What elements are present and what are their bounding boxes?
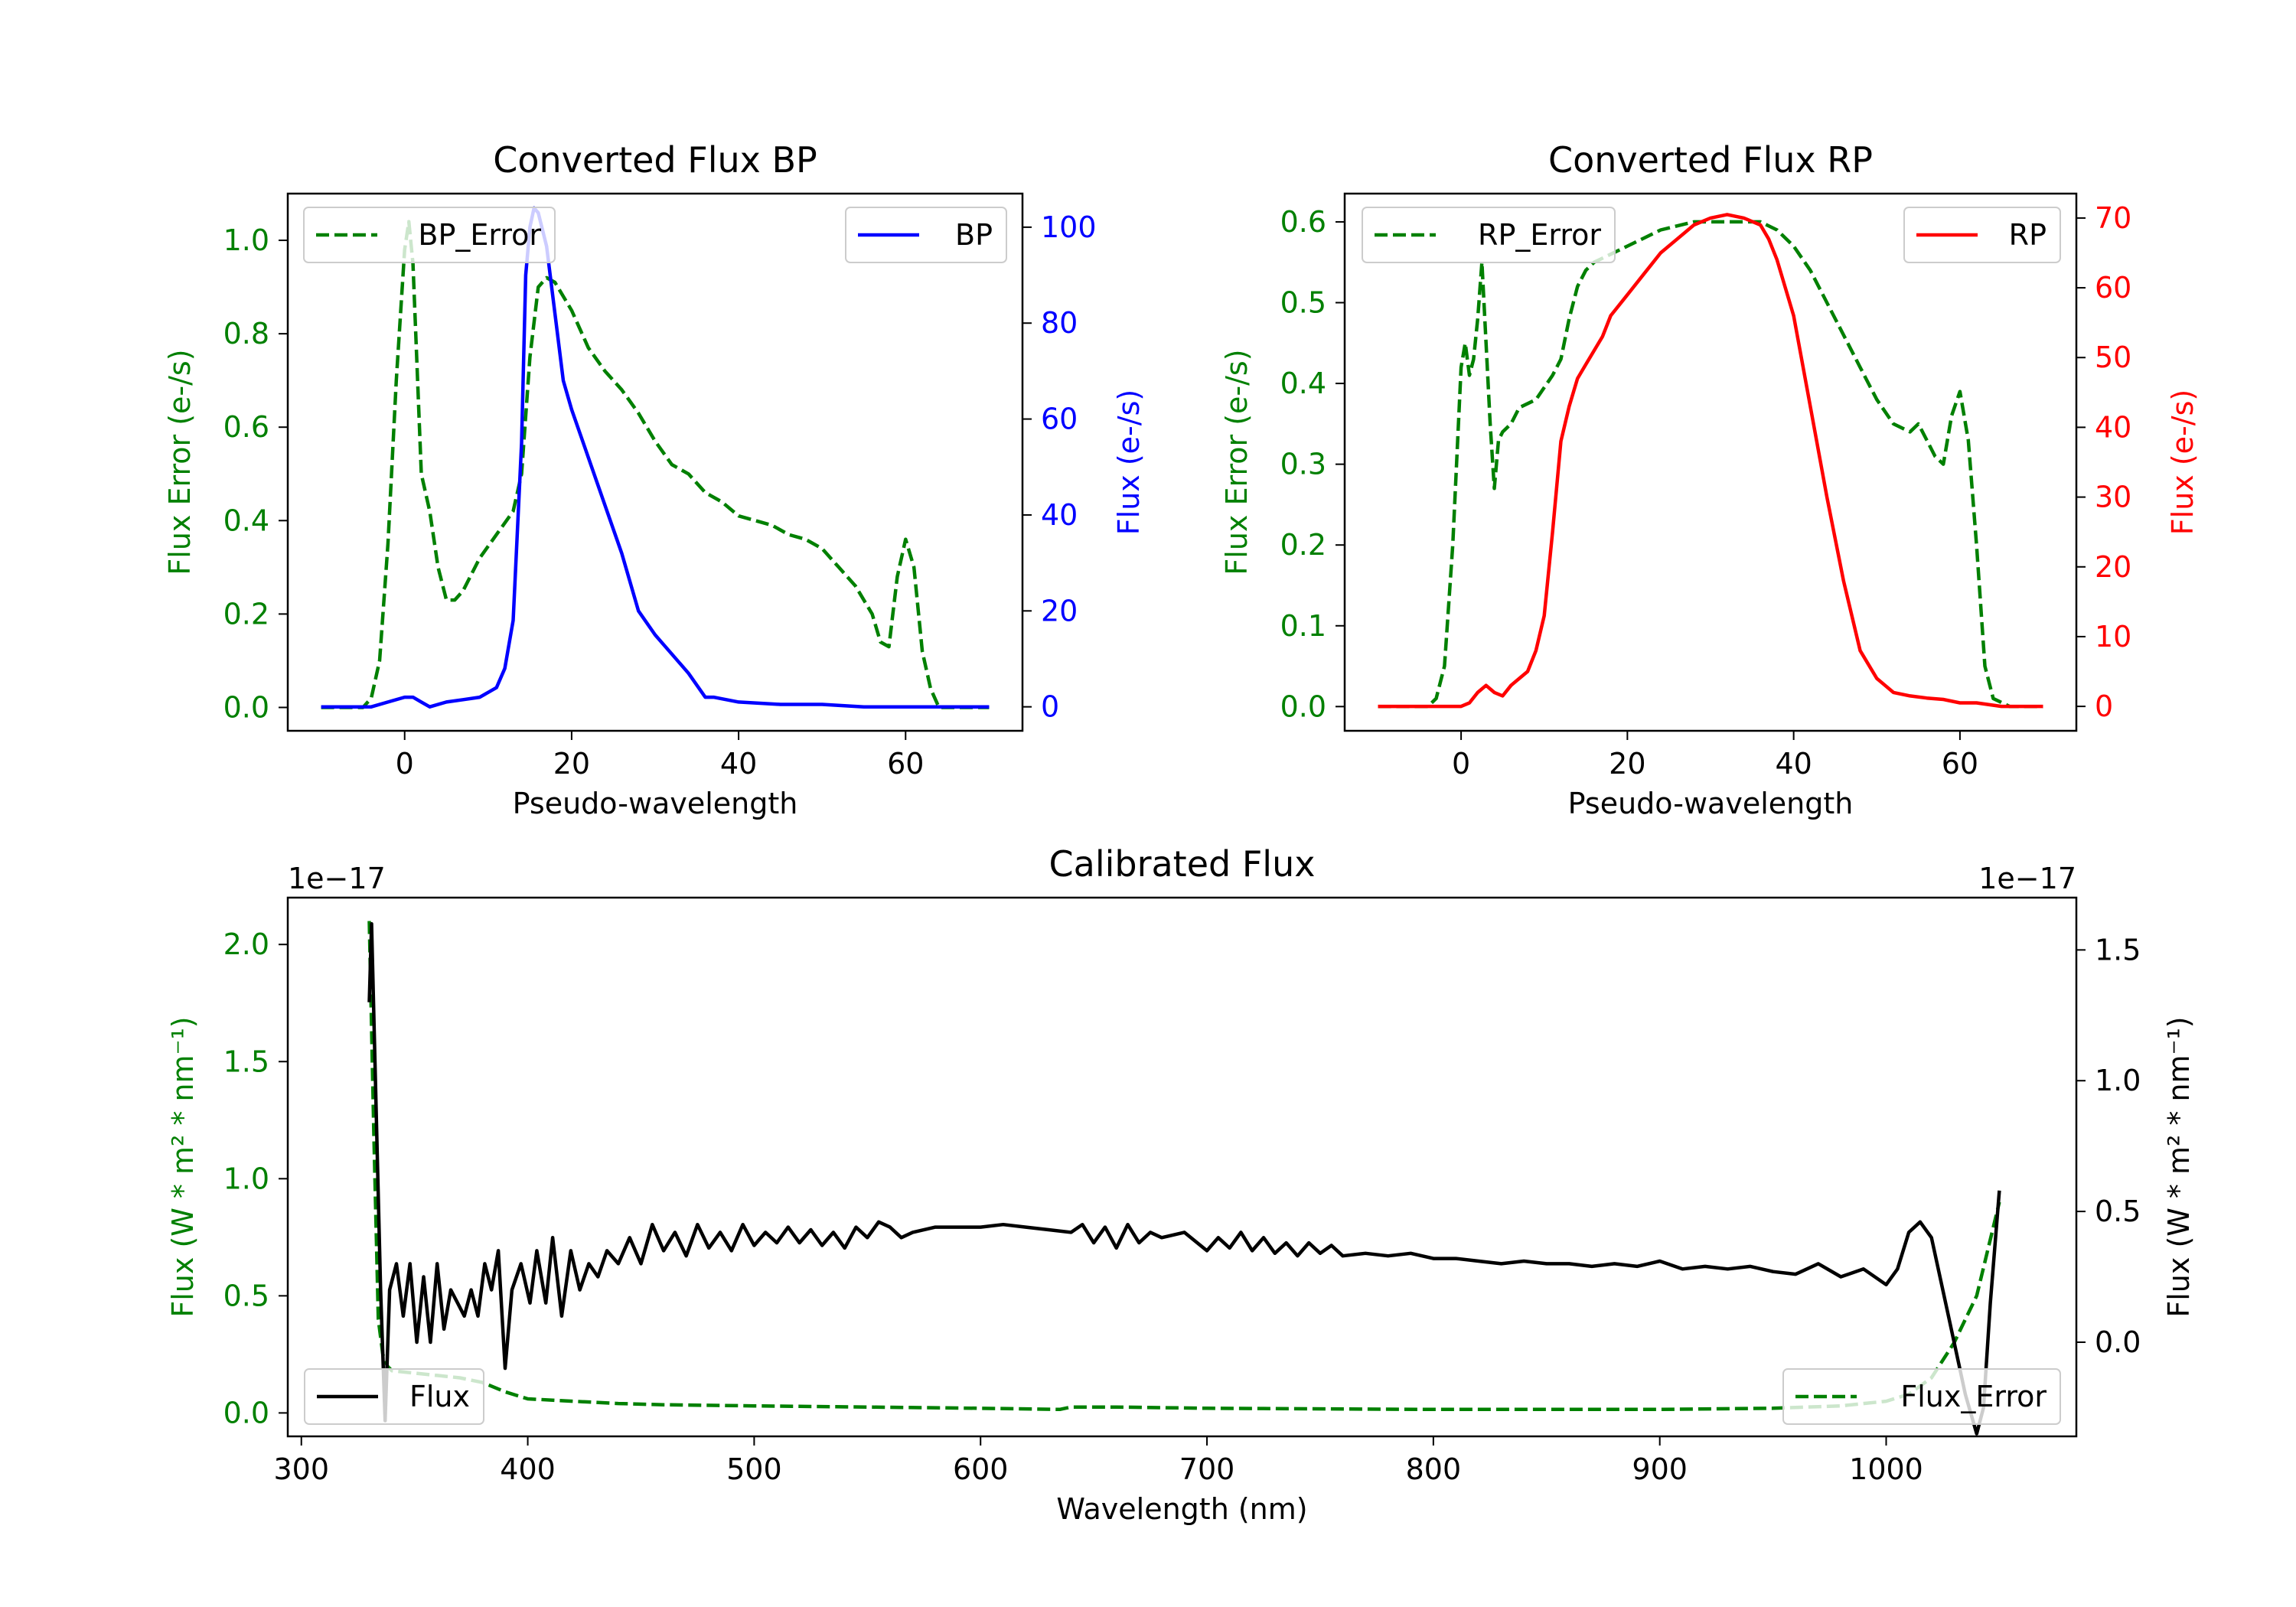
y-right-tick-label: 0.5 bbox=[2095, 1195, 2141, 1228]
legend-rp-error: RP_Error bbox=[1362, 207, 1616, 263]
legend-box bbox=[1362, 207, 1616, 263]
y-left-tick-label: 0.8 bbox=[223, 317, 269, 350]
legend-flux-error: Flux_Error bbox=[1782, 1368, 2061, 1425]
y-right-tick-label: 70 bbox=[2095, 201, 2131, 235]
y-right-tick-label: 20 bbox=[2095, 550, 2131, 584]
y-left-tick-label: 1.0 bbox=[223, 1162, 269, 1195]
x-tick-label: 800 bbox=[1406, 1452, 1462, 1486]
y-left-tick-label: 2.0 bbox=[223, 927, 269, 961]
y-left-axis-label: Flux Error (e-/s) bbox=[1220, 349, 1254, 575]
y-left-tick-label: 0.1 bbox=[1280, 609, 1326, 643]
plot-frame bbox=[286, 896, 2078, 1438]
y-right-tick-label: 100 bbox=[1041, 210, 1097, 244]
y-right-axis-label: Flux (W * m² * nm⁻¹) bbox=[2162, 1016, 2196, 1317]
x-axis-label: Pseudo-wavelength bbox=[513, 787, 798, 820]
series-line-rp-error bbox=[1378, 220, 2043, 709]
y-right-tick-label: 1.5 bbox=[2095, 933, 2141, 966]
y-right-tick-label: 0 bbox=[2095, 689, 2113, 723]
y-left-tick-label: 0.0 bbox=[223, 690, 269, 724]
y-left-tick-label: 0.2 bbox=[1280, 528, 1326, 562]
chart-title: Converted Flux RP bbox=[1548, 139, 1873, 181]
y-left-tick-label: 0.6 bbox=[1280, 205, 1326, 239]
y-left-tick-label: 0.6 bbox=[223, 410, 269, 444]
y-right-tick-label: 30 bbox=[2095, 481, 2131, 514]
x-tick-label: 60 bbox=[1942, 747, 1978, 781]
y-right-tick-label: 40 bbox=[2095, 410, 2131, 444]
y-left-tick-label: 0.3 bbox=[1280, 448, 1326, 481]
y-right-tick-label: 50 bbox=[2095, 341, 2131, 374]
legend-rp: RP bbox=[1903, 207, 2061, 263]
y-left-tick-label: 1.0 bbox=[223, 223, 269, 257]
legend-bp-error: BP_Error bbox=[303, 207, 556, 263]
x-tick-label: 600 bbox=[953, 1452, 1009, 1486]
y-right-tick-label: 60 bbox=[2095, 271, 2131, 305]
y-right-offset-label: 1e−17 bbox=[1978, 862, 2076, 895]
x-tick-label: 400 bbox=[500, 1452, 556, 1486]
x-tick-label: 0 bbox=[1452, 747, 1470, 781]
legend-label: BP bbox=[955, 218, 993, 252]
legend-bp: BP bbox=[845, 207, 1007, 263]
chart-bp: 0 20 40 60 0.0 0.2 0.4 0.6 0.8 1.0 0 20 40 60 80 100 Con… bbox=[163, 139, 1146, 820]
y-right-axis-label: Flux (e-/s) bbox=[1112, 390, 1146, 535]
legend-box bbox=[1903, 207, 2061, 263]
series-line-bp-error bbox=[321, 220, 990, 709]
x-tick-label: 900 bbox=[1632, 1452, 1688, 1486]
x-tick-label: 500 bbox=[726, 1452, 782, 1486]
chart-title: Converted Flux BP bbox=[493, 139, 817, 181]
x-tick-label: 40 bbox=[1775, 747, 1812, 781]
chart-calibrated: 300 400 500 600 700 800 900 1000 0.0 0.5 1.0 1.5 2.0… bbox=[166, 843, 2196, 1526]
x-axis-label: Pseudo-wavelength bbox=[1568, 787, 1854, 820]
y-right-tick-label: 0.0 bbox=[2095, 1325, 2141, 1359]
x-tick-label: 1000 bbox=[1849, 1452, 1923, 1486]
x-tick-label: 20 bbox=[553, 747, 590, 781]
chart-rp: 0 20 40 60 0.0 0.1 0.2 0.3 0.4 0.5 0.6 0 10 20 30 40 50 6… bbox=[1220, 139, 2200, 820]
y-left-tick-label: 0.5 bbox=[223, 1279, 269, 1312]
legend-box bbox=[1782, 1368, 2061, 1425]
y-right-tick-label: 40 bbox=[1041, 498, 1078, 532]
legend-box bbox=[845, 207, 1007, 263]
y-left-tick-label: 0.0 bbox=[1280, 689, 1326, 723]
legend-label: Flux_Error bbox=[1900, 1380, 2047, 1413]
y-right-tick-label: 80 bbox=[1041, 306, 1078, 340]
y-left-tick-label: 0.0 bbox=[223, 1396, 269, 1429]
y-right-tick-label: 10 bbox=[2095, 620, 2131, 654]
x-tick-label: 40 bbox=[720, 747, 757, 781]
legend-flux: Flux bbox=[304, 1368, 484, 1425]
y-left-tick-label: 0.2 bbox=[223, 597, 269, 631]
y-right-tick-label: 20 bbox=[1041, 594, 1078, 627]
x-tick-label: 300 bbox=[273, 1452, 329, 1486]
y-left-tick-label: 0.4 bbox=[223, 504, 269, 537]
plot-frame bbox=[286, 192, 1024, 732]
y-left-axis-label: Flux (W * m² * nm⁻¹) bbox=[166, 1016, 200, 1317]
y-left-tick-label: 1.5 bbox=[223, 1045, 269, 1078]
x-tick-label: 0 bbox=[396, 747, 414, 781]
legend-label: Flux bbox=[409, 1380, 470, 1413]
y-left-axis-label: Flux Error (e-/s) bbox=[163, 349, 197, 575]
legend-label: BP_Error bbox=[418, 218, 541, 252]
x-tick-label: 60 bbox=[887, 747, 924, 781]
legend-box bbox=[303, 207, 556, 263]
series-line-rp bbox=[1378, 213, 2043, 709]
y-right-tick-label: 0 bbox=[1041, 690, 1059, 724]
x-axis-label: Wavelength (nm) bbox=[1056, 1492, 1307, 1526]
series-line-flux-error bbox=[367, 921, 2001, 1412]
legend-label: RP_Error bbox=[1478, 218, 1601, 252]
y-right-axis-label: Flux (e-/s) bbox=[2166, 390, 2200, 535]
x-tick-label: 700 bbox=[1179, 1452, 1235, 1486]
y-right-tick-label: 1.0 bbox=[2095, 1064, 2141, 1097]
series-line-bp bbox=[321, 206, 990, 709]
plot-frame bbox=[1343, 192, 2078, 732]
legend-label: RP bbox=[2009, 218, 2047, 252]
y-left-tick-label: 0.5 bbox=[1280, 286, 1326, 320]
series-line-flux bbox=[367, 921, 2001, 1436]
legend-box bbox=[304, 1368, 484, 1425]
y-right-tick-label: 60 bbox=[1041, 403, 1078, 436]
y-left-offset-label: 1e−17 bbox=[288, 862, 386, 895]
chart-title: Calibrated Flux bbox=[1049, 843, 1316, 885]
x-tick-label: 20 bbox=[1609, 747, 1645, 781]
y-left-tick-label: 0.4 bbox=[1280, 367, 1326, 400]
